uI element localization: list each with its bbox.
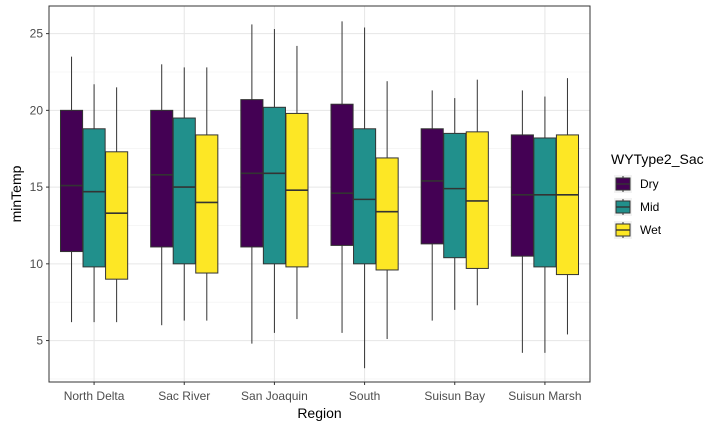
- panel-border: [48, 5, 591, 383]
- box-wet-0: [105, 87, 129, 323]
- y-tick-label: 15: [30, 180, 44, 194]
- box-dry-2: [240, 24, 264, 344]
- legend-label: Wet: [640, 223, 662, 237]
- x-tick-label: Sac River: [158, 389, 210, 403]
- box-mid-1: [172, 67, 196, 321]
- box-body: [555, 134, 580, 276]
- y-axis-title: minTemp: [8, 165, 24, 222]
- box-dry-4: [420, 90, 444, 321]
- box-dry-5: [510, 90, 534, 353]
- x-tick-label: San Joaquin: [241, 389, 308, 403]
- box-body: [172, 117, 196, 265]
- box-body: [262, 106, 286, 265]
- boxes: [59, 21, 580, 369]
- grid: [49, 6, 590, 382]
- box-body: [375, 157, 399, 271]
- y-tick-label: 20: [30, 103, 44, 117]
- legend-title: WYType2_Sac: [611, 151, 704, 167]
- box-wet-2: [285, 45, 309, 320]
- x-axis-title: Region: [297, 405, 341, 421]
- box-wet-3: [375, 81, 399, 340]
- box-mid-4: [443, 98, 467, 310]
- box-body: [330, 103, 354, 246]
- x-tick-label: Suisun Bay: [424, 389, 485, 403]
- box-wet-1: [195, 67, 219, 321]
- legend-item-mid: Mid: [614, 198, 659, 216]
- box-mid-0: [82, 84, 106, 323]
- box-body: [82, 128, 106, 268]
- x-tick-label: Suisun Marsh: [508, 389, 581, 403]
- box-wet-4: [465, 79, 489, 306]
- legend: WYType2_Sac Dry Mid Wet: [611, 151, 704, 239]
- y-tick-label: 25: [30, 27, 44, 41]
- box-body: [533, 137, 557, 268]
- box-wet-5: [555, 78, 580, 335]
- box-body: [105, 151, 129, 280]
- box-dry-3: [330, 21, 354, 333]
- box-mid-2: [262, 29, 286, 333]
- axes: 5 10 15 20 25 North Delta Sac River San Joaquin…: [30, 27, 582, 403]
- box-mid-3: [353, 27, 377, 369]
- box-dry-0: [59, 56, 84, 323]
- y-tick-label: 10: [30, 257, 44, 271]
- box-body: [195, 134, 219, 274]
- box-body: [59, 109, 84, 253]
- x-tick-label: North Delta: [64, 389, 125, 403]
- y-tick-label: 5: [36, 334, 43, 348]
- legend-item-dry: Dry: [614, 175, 659, 193]
- legend-label: Mid: [640, 200, 659, 214]
- box-body: [420, 128, 444, 245]
- x-tick-label: South: [349, 389, 380, 403]
- box-mid-5: [533, 96, 557, 353]
- box-dry-1: [150, 64, 174, 326]
- legend-label: Dry: [640, 177, 659, 191]
- box-body: [150, 109, 174, 248]
- legend-item-wet: Wet: [614, 221, 662, 239]
- box-body: [443, 132, 467, 259]
- box-body: [353, 128, 377, 265]
